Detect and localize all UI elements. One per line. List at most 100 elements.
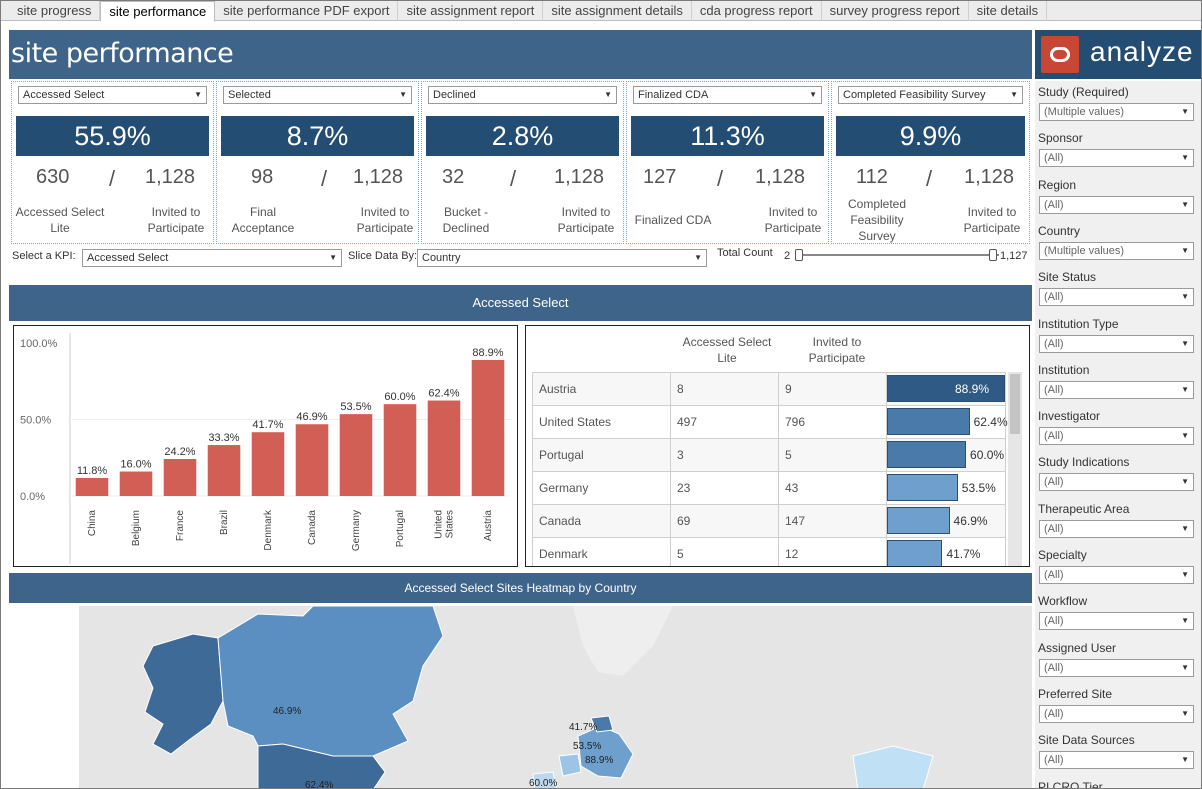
heatmap-map[interactable]: 46.9% 62.4% 41.7% 53.5% 88.9% 60.0% (13, 606, 1032, 789)
bar-denmark (251, 432, 285, 496)
denmark-region[interactable] (590, 715, 614, 733)
filter-select[interactable]: (All) (1039, 658, 1194, 677)
bar-value-label: 24.2% (164, 446, 195, 458)
country-cell: Portugal (532, 438, 671, 472)
filter-select[interactable]: (All) (1039, 519, 1194, 538)
map-label-denmark: 41.7% (569, 722, 597, 733)
bar-austria (471, 359, 505, 496)
oracle-logo-icon (1041, 36, 1079, 73)
filter-select[interactable]: (All) (1039, 288, 1194, 307)
filter-select[interactable]: (Multiple values) (1039, 103, 1194, 121)
filter-select[interactable]: (All) (1039, 566, 1194, 584)
kpi-select[interactable]: Accessed Select (82, 249, 342, 267)
tab-site-progress[interactable]: site progress (9, 1, 101, 21)
percent-label: 41.7% (946, 547, 981, 561)
accessed-count-cell: 497 (670, 405, 779, 439)
tab-survey-progress-report[interactable]: survey progress report (822, 1, 969, 21)
kpi-dropdown[interactable]: Finalized CDA (633, 86, 822, 104)
kpi-dropdown[interactable]: Selected (223, 86, 412, 104)
bar-value-label: 62.4% (428, 388, 459, 400)
kpi-row: Accessed Select 55.9% 630 / 1,128 Access… (9, 81, 1032, 244)
invited-count-cell: 43 (778, 471, 887, 505)
percent-bar (887, 408, 970, 435)
kpi-card: Completed Feasibility Survey 9.9% 112 / … (831, 81, 1030, 244)
table-row[interactable]: Austria 8 9 88.9% (532, 372, 1006, 406)
bar-value-label: 46.9% (296, 411, 327, 423)
percent-label: 60.0% (970, 448, 1005, 462)
tab-site-performance[interactable]: site performance (100, 1, 216, 22)
map-label-germany: 53.5% (573, 741, 601, 752)
kpi-numerator-label: Bucket - Declined (442, 205, 490, 235)
kpi-denominator-label: Invited to Participate (147, 205, 205, 235)
y-tick-label: 100.0% (20, 338, 58, 350)
slider-min-handle[interactable] (795, 249, 803, 261)
kpi-denominator: 1,128 (755, 166, 806, 188)
filter-select[interactable]: (All) (1039, 195, 1194, 214)
percent-label: 46.9% (953, 514, 988, 528)
filter-select[interactable]: (All) (1039, 704, 1194, 723)
france-region[interactable] (558, 753, 582, 777)
bar-value-label: 41.7% (252, 419, 283, 431)
filter-select[interactable]: (All) (1039, 149, 1194, 168)
table-row[interactable]: United States 497 796 62.4% (532, 405, 1008, 439)
table-scroll-thumb[interactable] (1010, 374, 1020, 434)
tab-site-assignment-report[interactable]: site assignment report (398, 1, 544, 21)
percent-label: 88.9% (954, 382, 989, 396)
filter-select[interactable]: (All) (1039, 380, 1194, 399)
x-tick-label: Canada (307, 510, 318, 545)
filter-label: Investigator (1038, 409, 1101, 424)
percent-bar (887, 540, 943, 566)
kpi-divider: / (926, 166, 933, 191)
kpi-card: Selected 8.7% 98 / 1,128 Final Acceptanc… (216, 81, 419, 244)
filter-label: Site Data Sources (1038, 733, 1135, 748)
kpi-dropdown[interactable]: Completed Feasibility Survey (838, 86, 1023, 104)
percent-bar-cell: 60.0% (886, 438, 1006, 472)
map-section-header: Accessed Select Sites Heatmap by Country (9, 573, 1032, 603)
total-count-slider[interactable] (801, 254, 999, 256)
filter-label: Study Indications (1038, 455, 1130, 470)
kpi-denominator: 1,128 (554, 166, 605, 188)
china-region[interactable] (852, 745, 934, 789)
filter-label: Specialty (1038, 548, 1087, 562)
filter-select[interactable]: (All) (1039, 751, 1194, 770)
invited-count-cell: 12 (778, 537, 887, 566)
percent-bar (887, 507, 950, 534)
total-count-min: 2 (784, 250, 791, 262)
table-row[interactable]: Portugal 3 5 60.0% (532, 438, 1006, 472)
us-region[interactable] (257, 743, 386, 789)
x-tick-label: States (445, 510, 456, 538)
bar-value-label: 53.5% (340, 401, 371, 413)
filter-select[interactable]: (All) (1039, 334, 1194, 353)
filter-label: Country (1038, 223, 1081, 238)
filter-select[interactable]: (Multiple values) (1039, 241, 1194, 260)
table-scrollbar[interactable] (1008, 372, 1022, 566)
kpi-dropdown[interactable]: Accessed Select (18, 86, 207, 104)
slice-data-select[interactable]: Country (417, 249, 707, 267)
bar-value-label: 11.8% (77, 465, 108, 477)
percent-bar (887, 474, 958, 501)
filter-label: Preferred Site (1038, 686, 1113, 701)
percent-bar-cell: 46.9% (886, 504, 1006, 538)
percent-label: 62.4% (973, 415, 1008, 429)
table-row[interactable]: Denmark 5 12 41.7% (532, 537, 1006, 566)
table-row[interactable]: Germany 23 43 53.5% (532, 471, 1006, 505)
bar-belgium (119, 471, 153, 496)
tab-site-performance-pdf-export[interactable]: site performance PDF export (215, 1, 399, 21)
tab-cda-progress-report[interactable]: cda progress report (692, 1, 822, 21)
x-tick-label: Austria (483, 510, 494, 542)
slider-max-handle[interactable] (989, 249, 997, 261)
kpi-numerator: 630 (36, 166, 70, 188)
canada-region[interactable] (217, 606, 444, 757)
filter-select[interactable]: (All) (1039, 473, 1194, 492)
iberia-region[interactable] (532, 771, 558, 789)
kpi-dropdown[interactable]: Declined (428, 86, 617, 104)
x-tick-label: Denmark (263, 509, 274, 551)
filter-select[interactable]: (All) (1039, 427, 1194, 446)
filter-select[interactable]: (All) (1039, 612, 1194, 631)
kpi-divider: / (510, 166, 517, 191)
greenland-region (573, 606, 673, 676)
tab-site-details[interactable]: site details (969, 1, 1048, 21)
tab-site-assignment-details[interactable]: site assignment details (543, 1, 692, 21)
table-row[interactable]: Canada 69 147 46.9% (532, 504, 1006, 538)
